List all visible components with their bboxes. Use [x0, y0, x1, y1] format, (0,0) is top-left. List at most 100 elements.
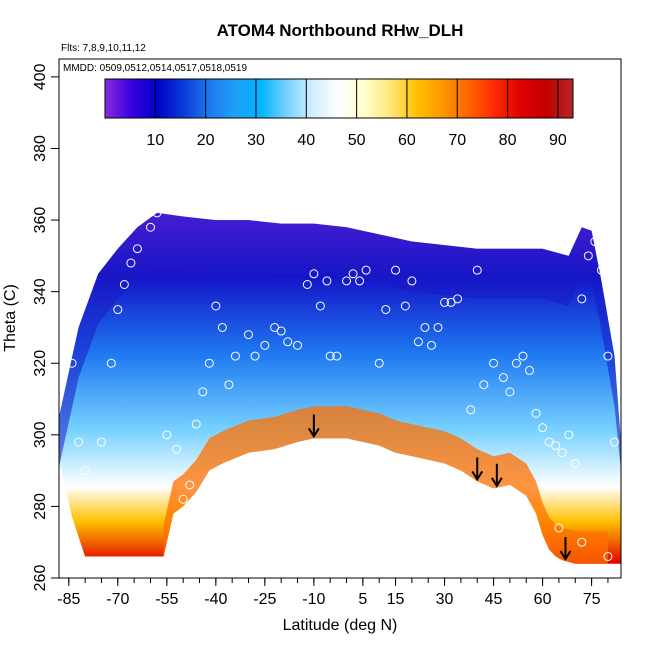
sample-point [440, 297, 450, 307]
sample-point [145, 222, 155, 232]
sample-point [564, 430, 574, 440]
sample-point [185, 480, 195, 490]
sample-point [315, 301, 325, 311]
sample-point [152, 208, 162, 218]
descent-arrow-head [308, 427, 320, 439]
sample-point [361, 265, 371, 275]
x-tick-label: -55 [155, 591, 178, 608]
y-axis-label: Theta (C) [2, 284, 19, 352]
y-tick-label: 360 [32, 207, 49, 234]
x-tick-label: -85 [57, 591, 80, 608]
sample-point [433, 322, 443, 332]
sample-point [498, 373, 508, 383]
y-tick-label: 340 [32, 278, 49, 305]
sample-point [525, 365, 535, 375]
y-tick-label: 260 [32, 565, 49, 592]
colorbar-tick-label: 30 [247, 132, 265, 149]
sample-point [609, 437, 619, 447]
rh-field-surface-band [163, 406, 608, 564]
sample-point [342, 276, 352, 286]
sample-point [309, 269, 319, 279]
colorbar-tick-label: 60 [398, 132, 416, 149]
colorbar-ramp [104, 78, 574, 119]
sample-point [355, 276, 365, 286]
y-tick-label: 320 [32, 350, 49, 377]
colorbar-tick-label: 70 [448, 132, 466, 149]
sample-point [132, 244, 142, 254]
dates-note: MMDD: 0509,0512,0514,0517,0518,0519 [63, 63, 247, 74]
sample-point [113, 305, 123, 315]
sample-point [554, 523, 564, 533]
descent-arrow-head [471, 470, 484, 482]
sample-point [217, 322, 227, 332]
x-tick-label: -40 [204, 591, 227, 608]
sample-point [479, 380, 489, 390]
sample-point [204, 358, 214, 368]
sample-point [518, 351, 528, 361]
sample-point [603, 351, 613, 361]
y-tick-label: 400 [32, 63, 49, 90]
colorbar-tick-label: 90 [549, 132, 567, 149]
sample-point [472, 265, 482, 275]
x-axis: -85 -70 -55 -40 -25 -10 5 15 30 45 60 75 [57, 578, 609, 608]
sample-point [250, 351, 260, 361]
colorbar-tick-label: 10 [146, 132, 164, 149]
sample-point [230, 351, 240, 361]
sample-point [325, 351, 335, 361]
x-tick-label: 60 [534, 591, 552, 608]
sample-point [583, 251, 593, 261]
sample-point [603, 552, 613, 562]
y-axis: 260 280 300 320 340 360 380 400 [32, 63, 59, 591]
sample-point [172, 444, 182, 454]
sample-point [570, 458, 580, 468]
sample-point [276, 326, 286, 336]
plot-frame [58, 58, 622, 579]
sample-point [211, 301, 221, 311]
sample-point [283, 337, 293, 347]
colorbar-tick-label: 20 [197, 132, 215, 149]
flights-note: Flts: 7,8,9,10,11,12 [61, 43, 146, 54]
sample-point [453, 294, 463, 304]
colorbar: 10 20 30 40 50 60 70 80 90 [104, 78, 574, 149]
sample-point [505, 387, 515, 397]
x-tick-label: -25 [253, 591, 276, 608]
sample-point [596, 265, 606, 275]
sample-point [126, 258, 136, 268]
sample-point [191, 419, 201, 429]
sample-point [551, 441, 561, 451]
sample-point [67, 358, 77, 368]
sample-point [466, 405, 476, 415]
sample-point [119, 279, 129, 289]
chart-title: ATOM4 Northbound RHw_DLH [217, 21, 464, 40]
y-tick-label: 300 [32, 421, 49, 448]
plot-area [59, 208, 621, 564]
sample-point [374, 358, 384, 368]
sample-point [511, 358, 521, 368]
sample-point [178, 494, 188, 504]
sample-point [407, 276, 417, 286]
x-tick-label: -10 [302, 591, 325, 608]
sample-point [64, 322, 74, 332]
x-axis-label: Latitude (deg N) [283, 617, 398, 634]
sample-point [260, 340, 270, 350]
descent-markers [308, 414, 572, 561]
sample-points [64, 208, 619, 562]
sample-point [332, 351, 342, 361]
colorbar-tick-label: 80 [499, 132, 517, 149]
sample-point [381, 305, 391, 315]
y-tick-label: 380 [32, 135, 49, 162]
sample-point [577, 537, 587, 547]
sample-point [420, 322, 430, 332]
sample-point [302, 279, 312, 289]
sample-point [293, 340, 303, 350]
descent-arrow-head [490, 477, 503, 488]
x-tick-label: 5 [358, 591, 367, 608]
colorbar-tick-label: 40 [297, 132, 315, 149]
sample-point [391, 265, 401, 275]
sample-point [244, 330, 254, 340]
sample-point [162, 430, 172, 440]
x-tick-label: 30 [436, 591, 454, 608]
sample-point [198, 387, 208, 397]
colorbar-tick-label: 50 [348, 132, 366, 149]
